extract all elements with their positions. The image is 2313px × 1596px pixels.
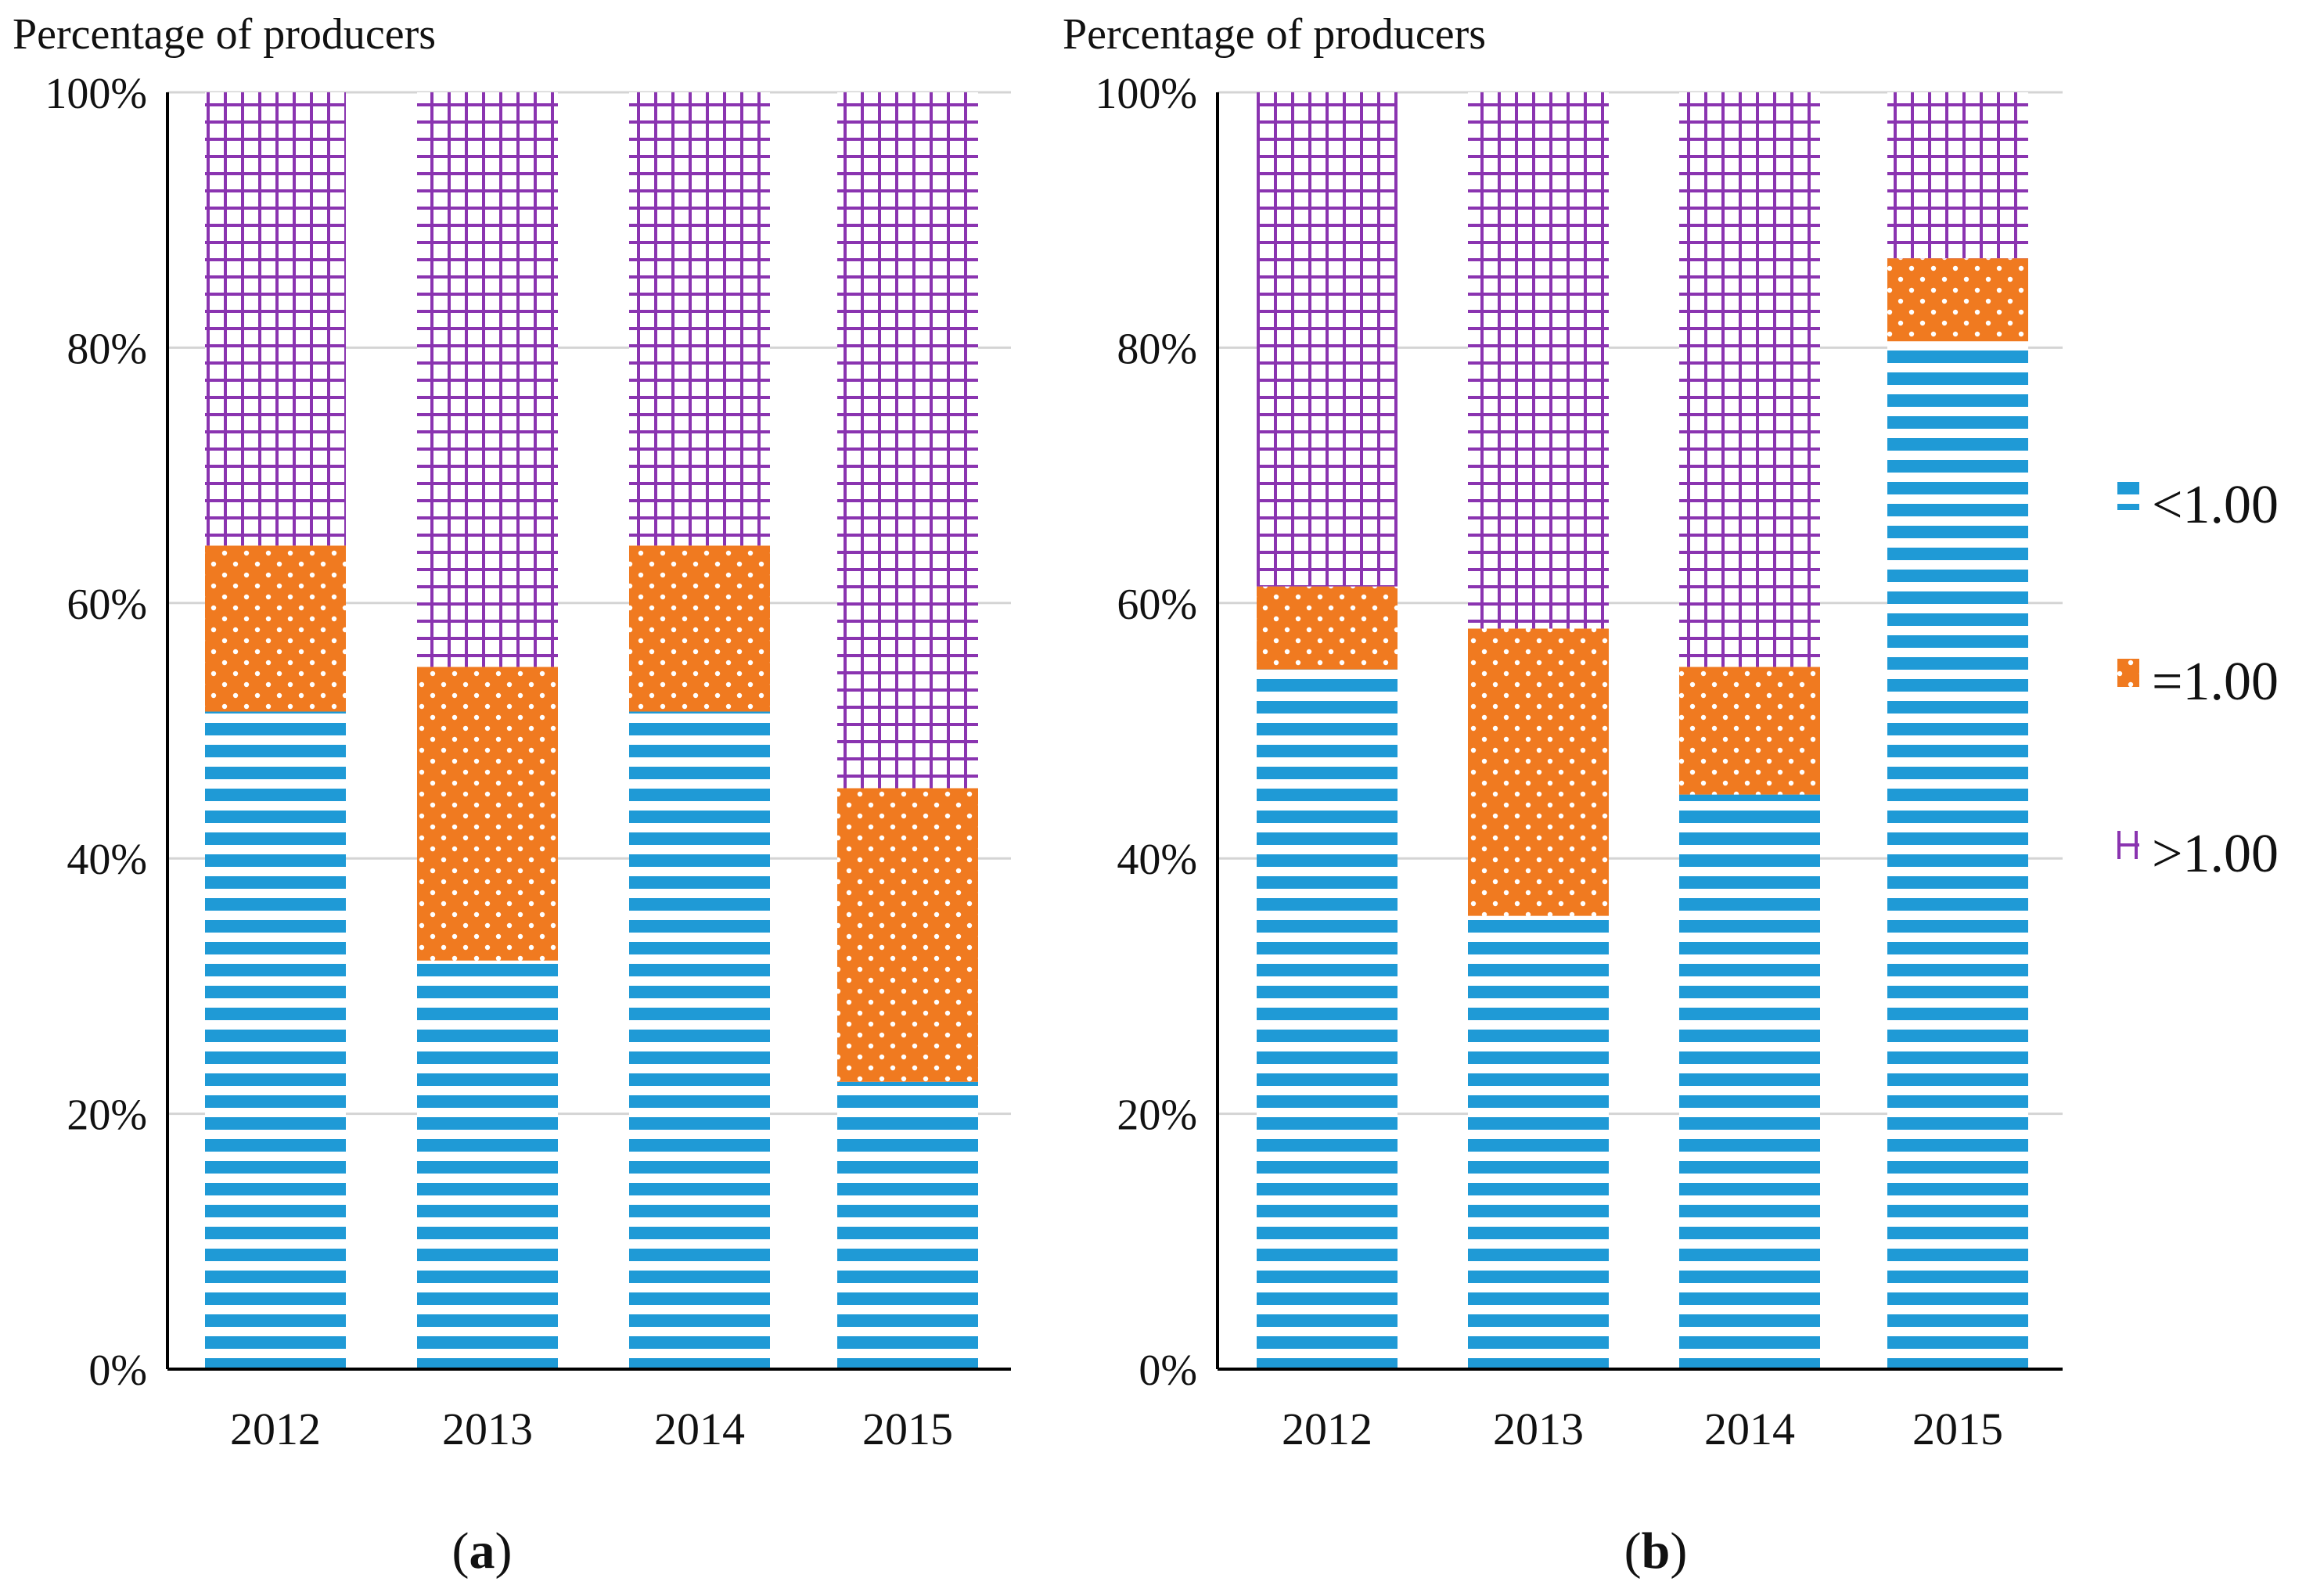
- legend-label-eq: =1.00: [2152, 652, 2279, 712]
- y-tick-label: 40%: [67, 836, 147, 884]
- bar-segment-gt-2015: [1887, 92, 2028, 259]
- panel-label-a: (a): [452, 1522, 513, 1580]
- bar-segment-eq-2014: [1679, 667, 1820, 795]
- y-tick-label: 60%: [67, 581, 147, 629]
- y-tick-label: 0%: [88, 1346, 147, 1395]
- panel-label-paren-close: ): [495, 1522, 513, 1580]
- panel-label-paren-open: (: [452, 1522, 469, 1580]
- y-tick-label: 80%: [67, 325, 147, 373]
- panel-a: Percentage of producers 0% 20% 40% 60% 80% 10…: [13, 10, 1011, 1580]
- x-tick-label: 2012: [1282, 1404, 1372, 1454]
- bar-segment-lt-2015: [1887, 341, 2028, 1369]
- bar-segment-gt-2014: [629, 92, 770, 546]
- x-tick-labels: 2012 2013 2014 2015: [1282, 1404, 2003, 1454]
- y-tick-labels: 0% 20% 40% 60% 80% 100%: [1095, 70, 1197, 1395]
- legend-swatch-lt: [2117, 482, 2139, 510]
- bar-segment-lt-2014: [629, 711, 770, 1369]
- legend-swatch-gt: [2117, 831, 2139, 859]
- legend-item-gt: >1.00: [2117, 824, 2279, 884]
- y-tick-label: 0%: [1139, 1346, 1197, 1395]
- panel-label-paren-close: ): [1670, 1522, 1687, 1580]
- legend-item-lt: <1.00: [2117, 475, 2279, 535]
- y-tick-label: 20%: [1117, 1091, 1197, 1140]
- y-tick-label: 40%: [1117, 836, 1197, 884]
- panel-label-b: (b): [1624, 1522, 1688, 1580]
- bar-segment-lt-2012: [1257, 669, 1398, 1369]
- x-tick-labels: 2012 2013 2014 2015: [230, 1404, 953, 1454]
- bar-segment-gt-2015: [837, 92, 978, 789]
- x-tick-label: 2013: [1493, 1404, 1584, 1454]
- y-axis-title: Percentage of producers: [13, 10, 436, 59]
- bar-segment-eq-2014: [629, 545, 770, 712]
- y-tick-label: 20%: [67, 1091, 147, 1140]
- bar-stacks: [205, 92, 978, 1369]
- x-tick-label: 2012: [230, 1404, 321, 1454]
- bar-segment-lt-2014: [1679, 794, 1820, 1369]
- bar-segment-gt-2012: [1257, 92, 1398, 587]
- legend-swatch-eq: [2117, 659, 2139, 687]
- bar-segment-gt-2014: [1679, 92, 1820, 667]
- bar-segment-gt-2013: [417, 92, 558, 667]
- y-tick-label: 80%: [1117, 325, 1197, 373]
- y-tick-labels: 0% 20% 40% 60% 80% 100%: [45, 70, 147, 1395]
- bar-segment-lt-2012: [205, 711, 346, 1369]
- x-tick-label: 2015: [1912, 1404, 2003, 1454]
- bar-segment-gt-2013: [1468, 92, 1609, 629]
- bar-segment-gt-2012: [205, 92, 346, 546]
- bar-segment-eq-2012: [1257, 586, 1398, 670]
- legend-label-lt: <1.00: [2152, 475, 2279, 535]
- legend: <1.00 =1.00 >1.00: [2117, 475, 2279, 884]
- y-tick-label: 100%: [1095, 70, 1197, 118]
- legend-label-gt: >1.00: [2152, 824, 2279, 884]
- bar-stacks: [1257, 92, 2028, 1369]
- bar-segment-lt-2015: [837, 1081, 978, 1369]
- bar-segment-eq-2015: [837, 788, 978, 1082]
- x-tick-label: 2014: [1704, 1404, 1795, 1454]
- bar-segment-eq-2015: [1887, 258, 2028, 342]
- x-tick-label: 2015: [862, 1404, 953, 1454]
- legend-item-eq: =1.00: [2117, 652, 2279, 712]
- panel-label-letter: b: [1642, 1522, 1671, 1580]
- y-tick-label: 60%: [1117, 581, 1197, 629]
- panel-label-paren-open: (: [1624, 1522, 1642, 1580]
- y-axis-title: Percentage of producers: [1063, 10, 1486, 59]
- panel-label-letter: a: [469, 1522, 495, 1580]
- bar-segment-eq-2012: [205, 545, 346, 712]
- bar-segment-lt-2013: [417, 960, 558, 1369]
- y-tick-label: 100%: [45, 70, 147, 118]
- panel-b: Percentage of producers 0% 20% 40% 60% 80% 10…: [1063, 10, 2063, 1580]
- bar-segment-eq-2013: [1468, 628, 1609, 916]
- x-tick-label: 2014: [654, 1404, 745, 1454]
- bar-segment-eq-2013: [417, 667, 558, 961]
- bar-segment-lt-2013: [1468, 915, 1609, 1369]
- x-tick-label: 2013: [442, 1404, 533, 1454]
